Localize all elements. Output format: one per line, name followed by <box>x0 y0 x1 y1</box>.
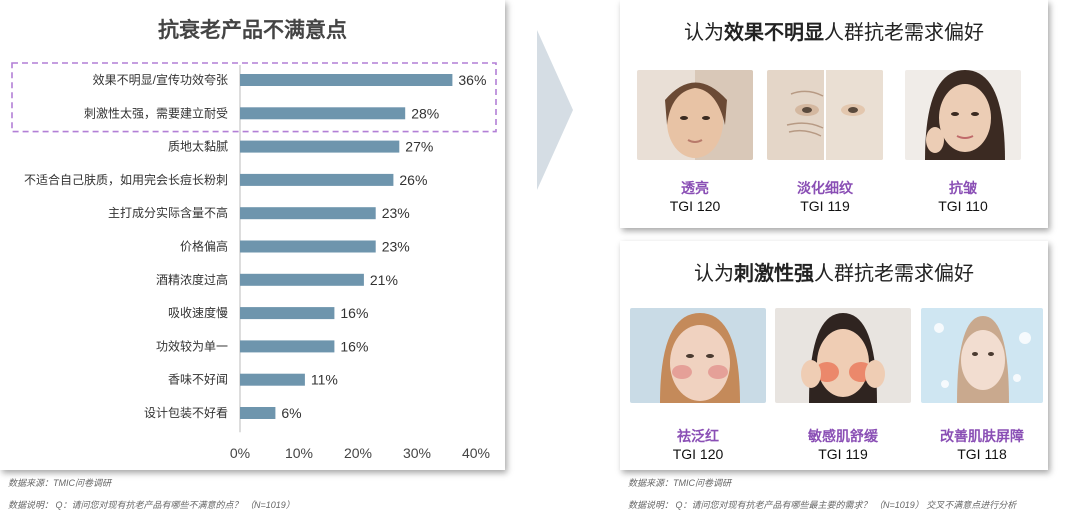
value-label: 28% <box>411 105 439 121</box>
bar <box>240 207 376 220</box>
item-label: 淡化细纹 <box>797 180 853 196</box>
value-label: 16% <box>340 338 368 354</box>
face-brightening-photo <box>637 70 753 160</box>
bar <box>240 140 400 153</box>
right-desc-note: 数据说明： Q：请问您对现有抗老产品有哪些最主要的需求？ （N=1019） 交叉… <box>628 500 1017 510</box>
category-label: 不适合自己肤质，如用完会长痘长粉刺 <box>24 172 228 187</box>
bar <box>240 107 406 120</box>
left-source-note: 数据来源：TMIC问卷调研 <box>8 478 111 488</box>
tgi-value: TGI 118 <box>957 446 1007 462</box>
right-source-note: 数据来源：TMIC问卷调研 <box>628 478 731 488</box>
category-label: 香味不好闻 <box>168 373 228 387</box>
value-label: 6% <box>281 405 301 421</box>
chevron-right-arrow <box>537 30 573 190</box>
face-redness-photo <box>630 308 766 403</box>
face-sensitive-skin-photo <box>775 308 911 403</box>
bar <box>240 407 276 419</box>
value-label: 27% <box>405 139 433 155</box>
value-label: 23% <box>382 205 410 221</box>
tgi-value: TGI 119 <box>818 446 868 462</box>
category-label: 吸收速度慢 <box>168 305 228 320</box>
bar <box>240 240 376 253</box>
x-tick-label: 10% <box>285 445 313 461</box>
item-label: 抗皱 <box>949 180 977 196</box>
face-fine-lines-photo <box>767 70 883 160</box>
tgi-value: TGI 120 <box>672 446 724 462</box>
panel-low-efficacy: 认为效果不明显人群抗老需求偏好 透亮 <box>620 0 1048 228</box>
x-tick-label: 0% <box>230 445 250 461</box>
panel-bottom-title: 认为刺激性强人群抗老需求偏好 <box>694 263 974 285</box>
tgi-value: TGI 119 <box>800 198 850 214</box>
x-tick-label: 20% <box>344 445 372 461</box>
category-label: 刺激性太强，需要建立耐受 <box>84 105 228 120</box>
category-label: 价格偏高 <box>180 239 228 254</box>
tgi-value: TGI 120 <box>669 198 721 214</box>
value-label: 36% <box>458 72 486 88</box>
value-label: 21% <box>370 272 398 288</box>
x-tick-label: 40% <box>462 445 490 461</box>
category-label: 效果不明显/宣传功效夸张 <box>93 72 228 87</box>
bar <box>240 273 364 286</box>
bar <box>240 373 305 386</box>
category-label: 主打成分实际含量不高 <box>108 205 228 220</box>
panel-high-irritation: 认为刺激性强人群抗老需求偏好 祛泛红 <box>620 241 1048 470</box>
value-label: 23% <box>382 239 410 255</box>
item-label: 改善肌肤屏障 <box>940 428 1024 444</box>
bar <box>240 307 335 320</box>
bar <box>240 74 453 86</box>
highlight-box <box>11 62 497 133</box>
left-desc-note: 数据说明： Q：请问您对现有抗老产品有哪些不满意的点？ （N=1019） <box>8 500 295 510</box>
category-label: 质地太黏腻 <box>168 139 228 154</box>
category-label: 设计包装不好看 <box>144 406 228 420</box>
chart-title: 抗衰老产品不满意点 <box>158 19 347 42</box>
chart-card: 抗衰老产品不满意点 效果不明显/宣传功效夸张 36% 刺激性太强，需要建立耐受 28%… <box>0 0 505 470</box>
face-skin-barrier-photo <box>921 308 1043 403</box>
x-tick-label: 30% <box>403 445 431 461</box>
value-label: 11% <box>311 372 338 388</box>
bar <box>240 340 335 353</box>
tgi-value: TGI 110 <box>938 198 988 214</box>
bar <box>240 173 394 186</box>
item-label: 祛泛红 <box>677 428 719 444</box>
item-label: 敏感肌舒缓 <box>808 428 878 444</box>
bar-chart: 效果不明显/宣传功效夸张 36% 刺激性太强，需要建立耐受 28% 质地太黏腻 27% 不适… <box>11 62 497 461</box>
category-label: 酒精浓度过高 <box>156 272 228 287</box>
face-anti-wrinkle-photo <box>905 70 1021 160</box>
category-label: 功效较为单一 <box>156 338 228 353</box>
panel-top-title: 认为效果不明显人群抗老需求偏好 <box>684 22 984 44</box>
value-label: 16% <box>340 305 368 321</box>
item-label: 透亮 <box>681 180 709 196</box>
value-label: 26% <box>399 172 427 188</box>
